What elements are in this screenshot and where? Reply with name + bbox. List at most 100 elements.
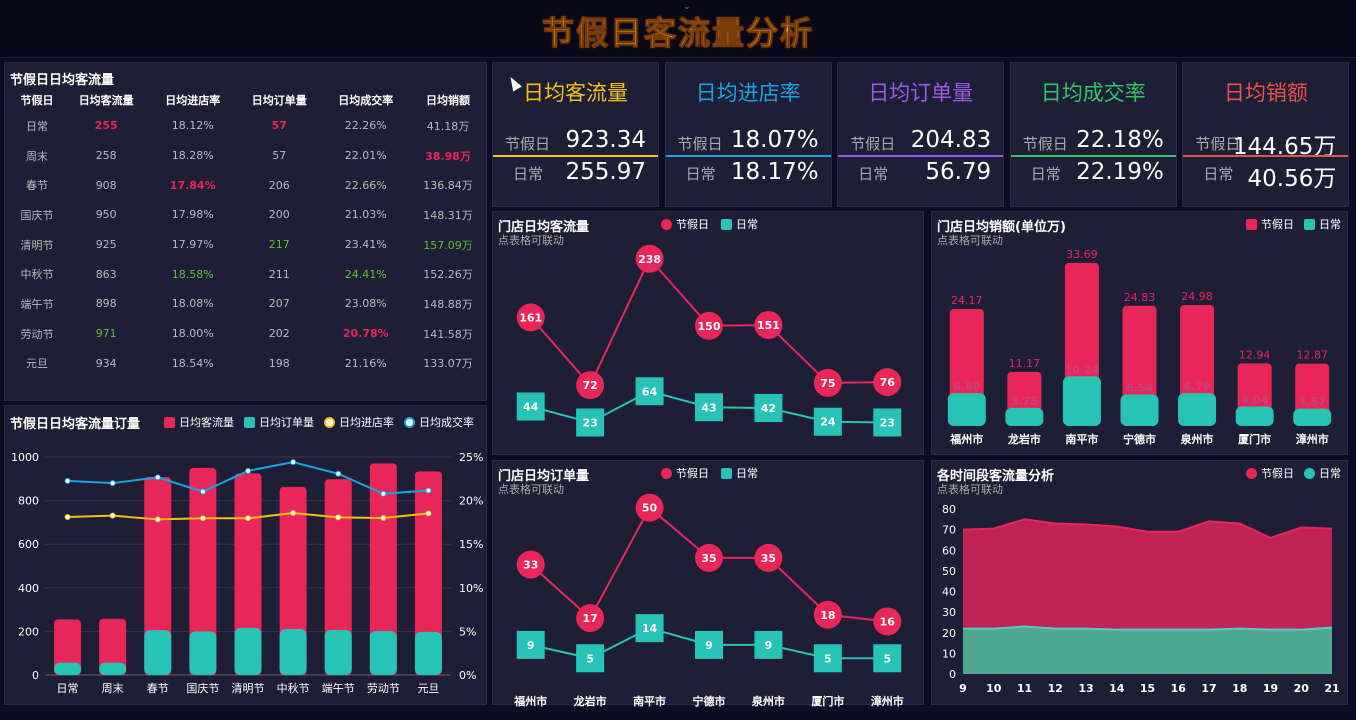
legend-label[interactable]: 节假日: [1261, 218, 1294, 231]
x-tick-label: 福州市: [513, 694, 547, 708]
legend-label[interactable]: 日均订单量: [259, 416, 314, 429]
store-orders-legend: 节假日 日常: [661, 465, 758, 481]
data-label: 42: [761, 402, 776, 415]
y-tick-label: 10: [942, 647, 956, 660]
legend-label[interactable]: 日均进店率: [339, 416, 394, 429]
x-tick-label: 15: [1140, 682, 1155, 695]
data-label: 75: [820, 377, 835, 390]
chevron-down-icon[interactable]: ⌄: [683, 2, 691, 12]
store-flow-legend: 节假日 日常: [661, 216, 758, 232]
store-orders-panel: 门店日均订单量 点表格可联动 节假日 日常 33 17 50 35 35 18 16 9 5 14…: [492, 460, 924, 708]
x-tick-label: 龙岩市: [1007, 432, 1041, 446]
table-row[interactable]: 中秋节 863 18.58% 211 24.41% 152.26万: [11, 259, 487, 289]
table-cell: 148.31万: [423, 208, 473, 222]
legend-label[interactable]: 日常: [736, 467, 758, 480]
point-normal: [873, 644, 902, 673]
data-label: 3.75: [1011, 395, 1038, 408]
legend-swatch-holiday: [1246, 467, 1257, 479]
table-row[interactable]: 端午节 898 18.08% 207 23.08% 148.88万: [11, 289, 487, 319]
y-tick-label: 400: [18, 582, 39, 595]
data-label: 10.24: [1065, 363, 1100, 376]
table-cell: 258: [95, 149, 117, 163]
holiday-table-panel: 节假日日均客流量 节假日 日均客流量 日均进店率 日均订单量 日均成交率 日均销…: [4, 62, 487, 401]
line-enter-point: [380, 515, 387, 522]
table-cell: 清明节: [20, 238, 54, 252]
kpi-title: 日均销额: [1223, 81, 1308, 105]
legend-label[interactable]: 节假日: [676, 218, 709, 231]
table-row[interactable]: 元旦 934 18.54% 198 21.16% 133.07万: [11, 349, 487, 379]
bar-flow: [414, 471, 442, 675]
bar-flow: [144, 477, 172, 675]
store-flow-title: 门店日均客流量: [498, 220, 590, 235]
store-flow-chart: 16172238150151757644236443422423福州市龙岩市南平…: [513, 244, 904, 473]
legend-swatch-holiday: [661, 218, 672, 230]
line-deal-point: [425, 487, 432, 494]
bar-normal: [1178, 393, 1217, 426]
time-flow-title: 各时间段客流量分析: [937, 469, 1055, 484]
table-cell: 925: [95, 238, 117, 252]
legend-label[interactable]: 节假日: [676, 467, 709, 480]
bar-flow: [234, 473, 262, 675]
table-row[interactable]: 春节 908 17.84% 206 22.66% 136.84万: [11, 170, 487, 200]
table-cell: 971: [95, 327, 117, 341]
y-tick-label: 50: [942, 565, 956, 578]
point-holiday: [576, 604, 605, 633]
legend-label[interactable]: 日常: [1319, 218, 1341, 231]
table-cell: 21.03%: [344, 208, 387, 222]
kpi-value-holiday: 18.07%: [730, 127, 819, 153]
table-cell: 211: [268, 267, 290, 281]
legend-swatch-normal: [721, 467, 732, 479]
legend-label[interactable]: 日常: [1319, 467, 1341, 480]
data-label: 50: [642, 502, 658, 515]
data-label: 151: [757, 319, 780, 332]
x-tick-label: 12: [1048, 682, 1063, 695]
point-normal: [813, 644, 842, 673]
y2-tick-label: 20%: [459, 495, 483, 508]
line-normal: [963, 625, 1333, 631]
legend-label[interactable]: 日常: [736, 218, 758, 231]
kpi-label-normal: 日常: [685, 165, 716, 183]
x-tick-label: 中秋节: [277, 681, 310, 695]
col-header: 日均订单量: [251, 94, 307, 107]
point-normal: [754, 394, 783, 423]
point-normal: [695, 630, 723, 659]
data-label: 12.87: [1296, 349, 1328, 362]
x-tick-label: 11: [1017, 682, 1032, 695]
x-tick-label: 漳州市: [871, 694, 904, 708]
table-row[interactable]: 劳动节 971 18.00% 202 20.78% 141.58万: [11, 319, 487, 349]
table-row[interactable]: 日常 255 18.12% 57 22.26% 41.18万: [11, 111, 487, 141]
data-label: 9: [705, 639, 713, 652]
table-cell: 18.28%: [171, 149, 214, 163]
table-cell: 198: [268, 356, 290, 370]
x-tick-label: 13: [1078, 682, 1093, 695]
legend-label[interactable]: 日均成交率: [419, 416, 474, 429]
kpi-divider: [1010, 155, 1176, 157]
bar-flow: [369, 463, 397, 675]
table-row[interactable]: 国庆节 950 17.98% 200 21.03% 148.31万: [11, 200, 487, 230]
bar-orders: [99, 662, 127, 675]
y-tick-label: 0: [32, 669, 39, 682]
bar-flow: [54, 619, 82, 675]
kpi-card: 日均客流量 节假日 923.34 日常 255.97: [492, 62, 659, 207]
point-normal: [695, 393, 723, 422]
legend-label[interactable]: 日均客流量: [179, 416, 234, 429]
kpi-value-holiday: 204.83: [910, 127, 992, 153]
kpi-card: 日均订单量 节假日 204.83 日常 56.79: [837, 62, 1005, 207]
x-tick-label: 厦门市: [1238, 432, 1271, 446]
point-holiday: [813, 600, 842, 629]
time-flow-chart: 0 10 20 30 40 50 60 70 80 9 10 11 12 13 14 15 16 17 18 19 20…: [942, 503, 1340, 695]
point-holiday: [635, 244, 664, 273]
kpi-card: 日均销额 节假日 144.65万 日常 40.56万: [1182, 62, 1350, 207]
x-tick-label: 国庆节: [186, 681, 219, 695]
point-normal: [516, 630, 545, 659]
legend-swatch-flow: [164, 416, 175, 428]
x-tick-label: 周末: [102, 681, 124, 695]
table-cell: 148.88万: [423, 297, 473, 311]
table-cell: 200: [268, 208, 290, 222]
header-bar: ⌄ 节假日客流量分析: [0, 0, 1356, 58]
table-cell: 春节: [25, 179, 48, 193]
table-row[interactable]: 清明节 925 17.97% 217 23.41% 157.09万: [11, 230, 487, 260]
table-row[interactable]: 周末 258 18.28% 57 22.01% 38.98万: [11, 141, 487, 171]
legend-label[interactable]: 节假日: [1261, 467, 1294, 480]
x-tick-label: 南平市: [633, 694, 666, 708]
